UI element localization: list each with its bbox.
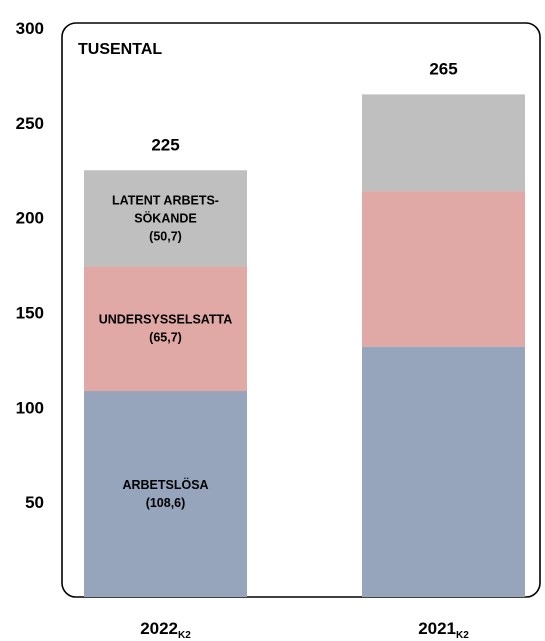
- bars: [84, 94, 525, 597]
- y-axis-ticks: 50 100 150 200 250 300: [16, 19, 44, 512]
- bar-segment: [84, 391, 247, 597]
- bar-segment: [84, 170, 247, 267]
- y-tick-label: 200: [16, 209, 44, 228]
- category-label: 2022K2: [140, 619, 191, 641]
- bar-segment: [362, 191, 525, 347]
- y-tick-label: 150: [16, 304, 44, 323]
- bar-segment: [84, 266, 247, 392]
- bar-segment: [362, 346, 525, 597]
- bar-totals: 225 265: [151, 59, 457, 154]
- segment-label: UNDERSYSSELSATTA (65,7): [99, 313, 233, 345]
- y-tick-label: 250: [16, 114, 44, 133]
- y-tick-label: 50: [25, 493, 44, 512]
- bar-total-label: 225: [151, 135, 179, 154]
- plot-frame: [61, 22, 541, 598]
- y-tick-label: 100: [16, 398, 44, 417]
- y-tick-label: 300: [16, 19, 44, 38]
- category-label: 2021K2: [418, 619, 469, 641]
- segment-labels: ARBETSLÖSA (108,6) UNDERSYSSELSATTA (65,7) L…: [99, 193, 233, 510]
- bar-segment: [362, 94, 525, 192]
- unit-label: TUSENTAL: [78, 41, 162, 58]
- segment-label: ARBETSLÖSA (108,6): [122, 477, 208, 510]
- bar-total-label: 265: [429, 59, 457, 78]
- category-labels: 2022K2 2021K2: [140, 619, 469, 641]
- segment-label: LATENT ARBETS-SÖKANDE (50,7): [112, 193, 219, 243]
